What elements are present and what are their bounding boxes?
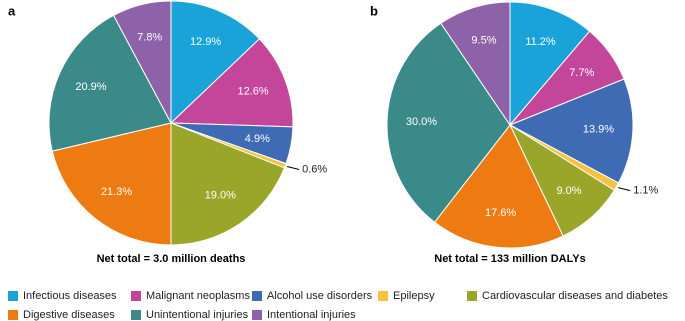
pie-slice [386, 22, 511, 223]
slice-label: 13.9% [583, 124, 614, 136]
panel-label: b [370, 3, 378, 18]
pie-slice [509, 1, 591, 127]
slice-label: 12.9% [190, 36, 221, 48]
slice-label: 21.3% [101, 186, 132, 198]
slice-label: 12.6% [237, 86, 268, 98]
slice-label: 20.9% [75, 81, 106, 93]
slice-label: 0.6% [302, 163, 327, 175]
slice-label: 19.0% [205, 190, 236, 202]
legend-label: Cardiovascular diseases and diabetes [482, 290, 668, 302]
slice-label: 17.6% [485, 207, 516, 219]
pie-slice [112, 0, 172, 124]
pie-slice [169, 38, 294, 128]
legend-swatch [252, 291, 262, 301]
panel-label: a [8, 3, 16, 18]
leader-line [287, 165, 300, 170]
legend-label: Unintentional injuries [146, 309, 249, 321]
slice-label: 4.9% [245, 133, 270, 145]
pie-slice [440, 1, 511, 127]
slice-label: 11.2% [525, 36, 556, 48]
legend-label: Infectious diseases [23, 290, 117, 302]
pie-slice [48, 14, 172, 152]
leader-line [618, 187, 631, 192]
legend-swatch [378, 291, 388, 301]
legend-label: Digestive diseases [23, 309, 115, 321]
caption: Net total = 133 million DALYs [434, 253, 586, 265]
slice-label: 7.8% [137, 32, 162, 44]
legend-swatch [131, 291, 141, 301]
caption: Net total = 3.0 million deaths [97, 253, 246, 265]
legend-label: Alcohol use disorders [267, 290, 373, 302]
slice-label: 9.0% [556, 185, 581, 197]
slice-label: 1.1% [633, 185, 658, 197]
slice-label: 30.0% [406, 116, 437, 128]
pie-slice [508, 78, 634, 184]
legend-swatch [8, 310, 18, 320]
pie-slice [170, 122, 286, 246]
legend-label: Epilepsy [393, 290, 435, 302]
pie-slice [433, 124, 564, 249]
legend-label: Intentional injuries [267, 309, 356, 321]
legend-swatch [131, 310, 141, 320]
legend-label: Malignant neoplasms [146, 290, 250, 302]
legend-swatch [467, 291, 477, 301]
pie-slice [170, 0, 261, 125]
legend-swatch [252, 310, 262, 320]
pie-slice [51, 122, 172, 246]
slice-label: 7.7% [569, 67, 594, 79]
legend-swatch [8, 291, 18, 301]
slice-label: 9.5% [471, 34, 496, 46]
